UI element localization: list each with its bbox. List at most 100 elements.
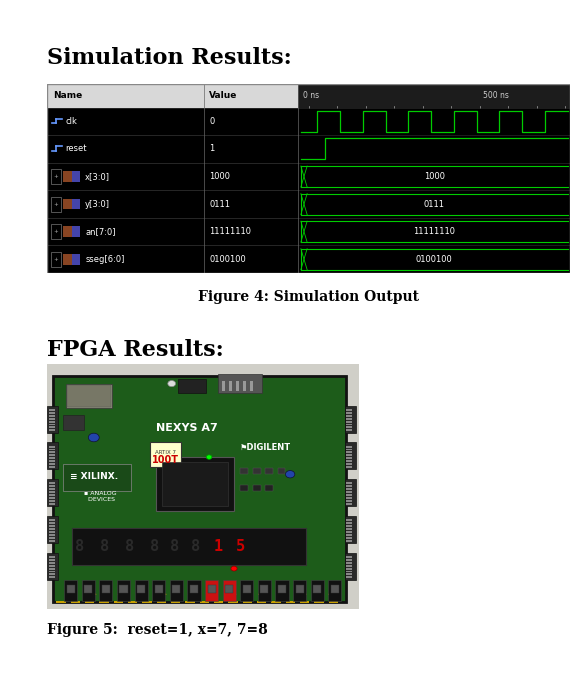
Bar bbox=[223, 580, 236, 601]
Bar bbox=[346, 559, 352, 561]
Bar bbox=[49, 409, 55, 411]
Bar bbox=[64, 580, 77, 601]
Bar bbox=[72, 528, 306, 565]
Bar bbox=[253, 468, 260, 475]
Bar bbox=[228, 601, 238, 603]
Bar bbox=[82, 580, 95, 601]
Bar bbox=[346, 537, 352, 539]
Bar bbox=[329, 601, 338, 603]
Bar bbox=[346, 461, 352, 462]
Text: 1: 1 bbox=[209, 144, 215, 153]
Text: 1000: 1000 bbox=[424, 172, 445, 181]
Bar bbox=[346, 576, 352, 578]
Text: 11111110: 11111110 bbox=[413, 228, 455, 236]
Text: 0: 0 bbox=[209, 117, 215, 126]
Text: Figure 4: Simulation Output: Figure 4: Simulation Output bbox=[198, 290, 419, 304]
Bar bbox=[219, 374, 262, 393]
Bar bbox=[99, 580, 112, 601]
Bar bbox=[258, 580, 271, 601]
Bar bbox=[72, 199, 80, 209]
Bar bbox=[272, 601, 281, 603]
Bar bbox=[243, 584, 251, 593]
Ellipse shape bbox=[231, 566, 237, 571]
Bar bbox=[49, 559, 55, 561]
Bar bbox=[51, 224, 61, 239]
Bar bbox=[99, 601, 109, 603]
Ellipse shape bbox=[188, 594, 190, 595]
Bar bbox=[49, 528, 55, 530]
Bar bbox=[236, 381, 239, 391]
Bar bbox=[49, 482, 55, 484]
Text: +: + bbox=[54, 202, 58, 206]
Bar bbox=[119, 584, 128, 593]
Bar bbox=[150, 442, 181, 467]
Bar bbox=[346, 500, 352, 502]
Bar bbox=[346, 418, 352, 419]
Bar bbox=[49, 540, 55, 542]
Text: 100T: 100T bbox=[152, 454, 179, 465]
Bar bbox=[49, 522, 55, 524]
Bar bbox=[49, 463, 55, 466]
Text: 0111: 0111 bbox=[209, 199, 230, 209]
Bar bbox=[243, 601, 252, 603]
Bar bbox=[346, 573, 352, 575]
Bar bbox=[346, 414, 352, 416]
Text: 8: 8 bbox=[75, 539, 84, 554]
Bar bbox=[346, 485, 352, 487]
Ellipse shape bbox=[71, 594, 73, 595]
Bar bbox=[345, 479, 356, 506]
Text: ▪ ANALOG
  DEVICES: ▪ ANALOG DEVICES bbox=[85, 491, 117, 502]
Text: 0100100: 0100100 bbox=[416, 255, 453, 264]
Bar bbox=[346, 570, 352, 573]
Bar bbox=[49, 561, 55, 564]
Bar bbox=[49, 426, 55, 428]
Bar bbox=[346, 429, 352, 431]
Text: FPGA Results:: FPGA Results: bbox=[47, 339, 224, 361]
Bar bbox=[346, 494, 352, 496]
Text: 8: 8 bbox=[191, 539, 200, 554]
Text: 8: 8 bbox=[150, 539, 159, 554]
Bar bbox=[346, 412, 352, 414]
Bar bbox=[346, 525, 352, 527]
Bar bbox=[49, 500, 55, 502]
Bar bbox=[49, 414, 55, 416]
Bar bbox=[49, 418, 55, 419]
Bar bbox=[300, 601, 309, 603]
Bar bbox=[49, 556, 55, 558]
Bar bbox=[49, 461, 55, 462]
Text: ARTIX 7: ARTIX 7 bbox=[155, 449, 176, 455]
Bar bbox=[49, 457, 55, 459]
Bar bbox=[346, 488, 352, 490]
Ellipse shape bbox=[235, 594, 236, 595]
Bar bbox=[62, 465, 131, 491]
Bar bbox=[62, 415, 85, 430]
Bar bbox=[49, 488, 55, 490]
Ellipse shape bbox=[328, 594, 330, 595]
Bar bbox=[49, 466, 55, 468]
Bar bbox=[331, 584, 339, 593]
Ellipse shape bbox=[95, 594, 96, 595]
Bar bbox=[49, 494, 55, 496]
Bar bbox=[275, 580, 289, 601]
Bar bbox=[51, 251, 61, 267]
Bar bbox=[346, 409, 352, 411]
Bar bbox=[157, 601, 166, 603]
Bar bbox=[346, 531, 352, 533]
Bar bbox=[84, 584, 92, 593]
Bar bbox=[102, 584, 110, 593]
Text: NEXYS A7: NEXYS A7 bbox=[156, 423, 218, 433]
Text: clk: clk bbox=[65, 117, 77, 126]
Bar bbox=[346, 565, 352, 566]
Bar bbox=[72, 172, 80, 182]
Bar bbox=[49, 525, 55, 527]
Bar bbox=[345, 553, 356, 580]
Text: ⚑DIGILENT: ⚑DIGILENT bbox=[240, 443, 290, 452]
Bar bbox=[185, 601, 195, 603]
Bar bbox=[265, 468, 273, 475]
Bar bbox=[240, 485, 248, 491]
Bar bbox=[49, 570, 55, 573]
Bar bbox=[346, 457, 352, 459]
Bar bbox=[346, 452, 352, 454]
Bar bbox=[229, 381, 232, 391]
Text: ≡ XILINX.: ≡ XILINX. bbox=[70, 473, 118, 481]
